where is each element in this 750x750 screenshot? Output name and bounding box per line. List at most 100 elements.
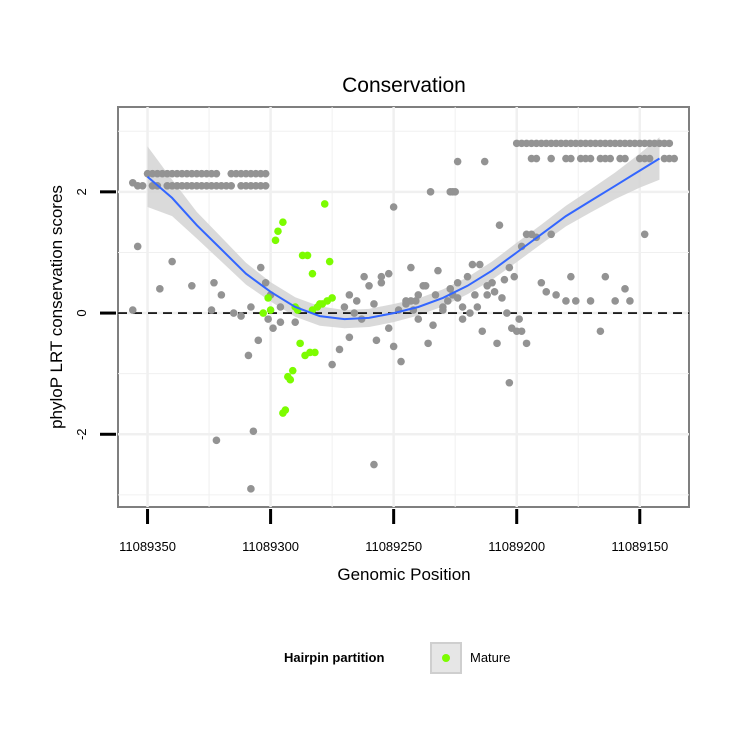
data-point-mature <box>328 294 336 302</box>
data-point-mature <box>320 200 329 208</box>
data-point-other <box>468 260 477 269</box>
data-point-other <box>256 263 265 272</box>
data-point-other <box>645 154 654 163</box>
data-point-other <box>207 306 216 314</box>
data-point-other <box>621 154 629 163</box>
data-point-other <box>596 327 605 336</box>
data-point-mature <box>303 251 312 260</box>
data-point-other <box>500 275 509 284</box>
x-axis-title: Genomic Position <box>337 565 470 584</box>
data-point-other <box>269 324 277 333</box>
data-point-other <box>217 291 226 299</box>
legend-key-mature <box>430 642 462 674</box>
data-point-other <box>475 260 484 269</box>
data-point-other <box>345 333 354 342</box>
data-point-other <box>611 297 619 305</box>
data-point-other <box>547 154 555 163</box>
data-point-other <box>261 181 270 190</box>
other-points <box>128 139 679 493</box>
data-point-other <box>133 242 142 251</box>
data-point-other <box>212 169 221 178</box>
data-point-mature <box>288 366 297 375</box>
data-point-other <box>384 324 393 333</box>
data-point-other <box>453 157 462 166</box>
data-point-other <box>586 154 595 163</box>
data-point-other <box>567 154 575 163</box>
x-axis: 11089350 11089300 11089250 11089200 11089150 <box>119 509 668 554</box>
data-point-other <box>431 291 440 299</box>
data-point-other <box>473 303 482 311</box>
data-point-other <box>490 288 499 296</box>
y-tick-label: 0 <box>74 309 89 316</box>
data-point-other <box>254 336 263 345</box>
data-point-other <box>138 181 147 190</box>
data-point-other <box>352 297 361 305</box>
data-point-other <box>606 154 615 163</box>
data-point-mature <box>286 375 295 384</box>
data-point-other <box>542 288 551 296</box>
data-point-other <box>421 281 430 290</box>
data-point-other <box>370 460 378 469</box>
data-point-other <box>444 297 452 305</box>
data-point-other <box>665 139 674 148</box>
data-point-mature <box>279 409 287 417</box>
data-point-mature <box>259 309 268 317</box>
data-point-other <box>453 294 462 302</box>
x-tick-label: 11089350 <box>119 539 176 554</box>
data-point-other <box>463 272 472 281</box>
data-point-other <box>434 266 442 275</box>
data-point-other <box>397 357 405 366</box>
legend-swatch-mature <box>442 654 450 662</box>
data-point-other <box>537 278 546 287</box>
data-point-other <box>261 278 270 287</box>
data-point-other <box>483 291 491 299</box>
data-point-other <box>522 339 531 348</box>
data-point-other <box>335 345 344 354</box>
data-point-other <box>407 297 415 305</box>
data-point-other <box>424 339 432 348</box>
data-point-other <box>370 300 378 308</box>
data-point-other <box>229 309 238 317</box>
data-point-mature <box>308 269 317 278</box>
data-point-other <box>510 272 519 281</box>
data-point-other <box>128 306 137 314</box>
data-point-other <box>365 281 373 290</box>
data-point-other <box>471 291 479 299</box>
data-point-other <box>276 303 285 311</box>
x-tick-label: 11089200 <box>488 539 545 554</box>
data-point-other <box>621 285 629 293</box>
data-point-other <box>451 188 459 196</box>
data-point-other <box>552 291 560 299</box>
y-axis: 2 0 -2 <box>74 188 116 440</box>
data-point-other <box>414 315 423 323</box>
data-point-other <box>264 315 272 323</box>
legend-label-mature: Mature <box>470 650 510 665</box>
data-point-other <box>384 269 393 278</box>
y-tick-label: -2 <box>74 428 89 440</box>
data-point-other <box>515 315 523 323</box>
data-point-other <box>601 272 610 281</box>
data-point-other <box>505 263 514 272</box>
data-point-other <box>414 291 423 299</box>
data-point-mature <box>274 227 282 236</box>
data-point-other <box>350 309 359 317</box>
data-point-mature <box>266 306 275 314</box>
data-point-other <box>483 281 491 290</box>
data-point-other <box>377 272 386 281</box>
smooth-line <box>146 157 661 321</box>
data-point-mature <box>296 339 304 348</box>
data-point-other <box>389 342 398 351</box>
data-point-other <box>377 278 386 287</box>
data-point-other <box>458 315 467 323</box>
data-point-other <box>640 230 649 239</box>
data-point-mature <box>271 236 280 245</box>
data-point-other <box>495 221 504 229</box>
data-point-other <box>227 181 236 190</box>
data-point-other <box>532 154 541 163</box>
data-point-other <box>522 230 531 239</box>
data-point-other <box>562 297 570 305</box>
data-point-other <box>247 485 255 493</box>
data-point-other <box>517 327 526 336</box>
data-point-other <box>478 327 487 336</box>
